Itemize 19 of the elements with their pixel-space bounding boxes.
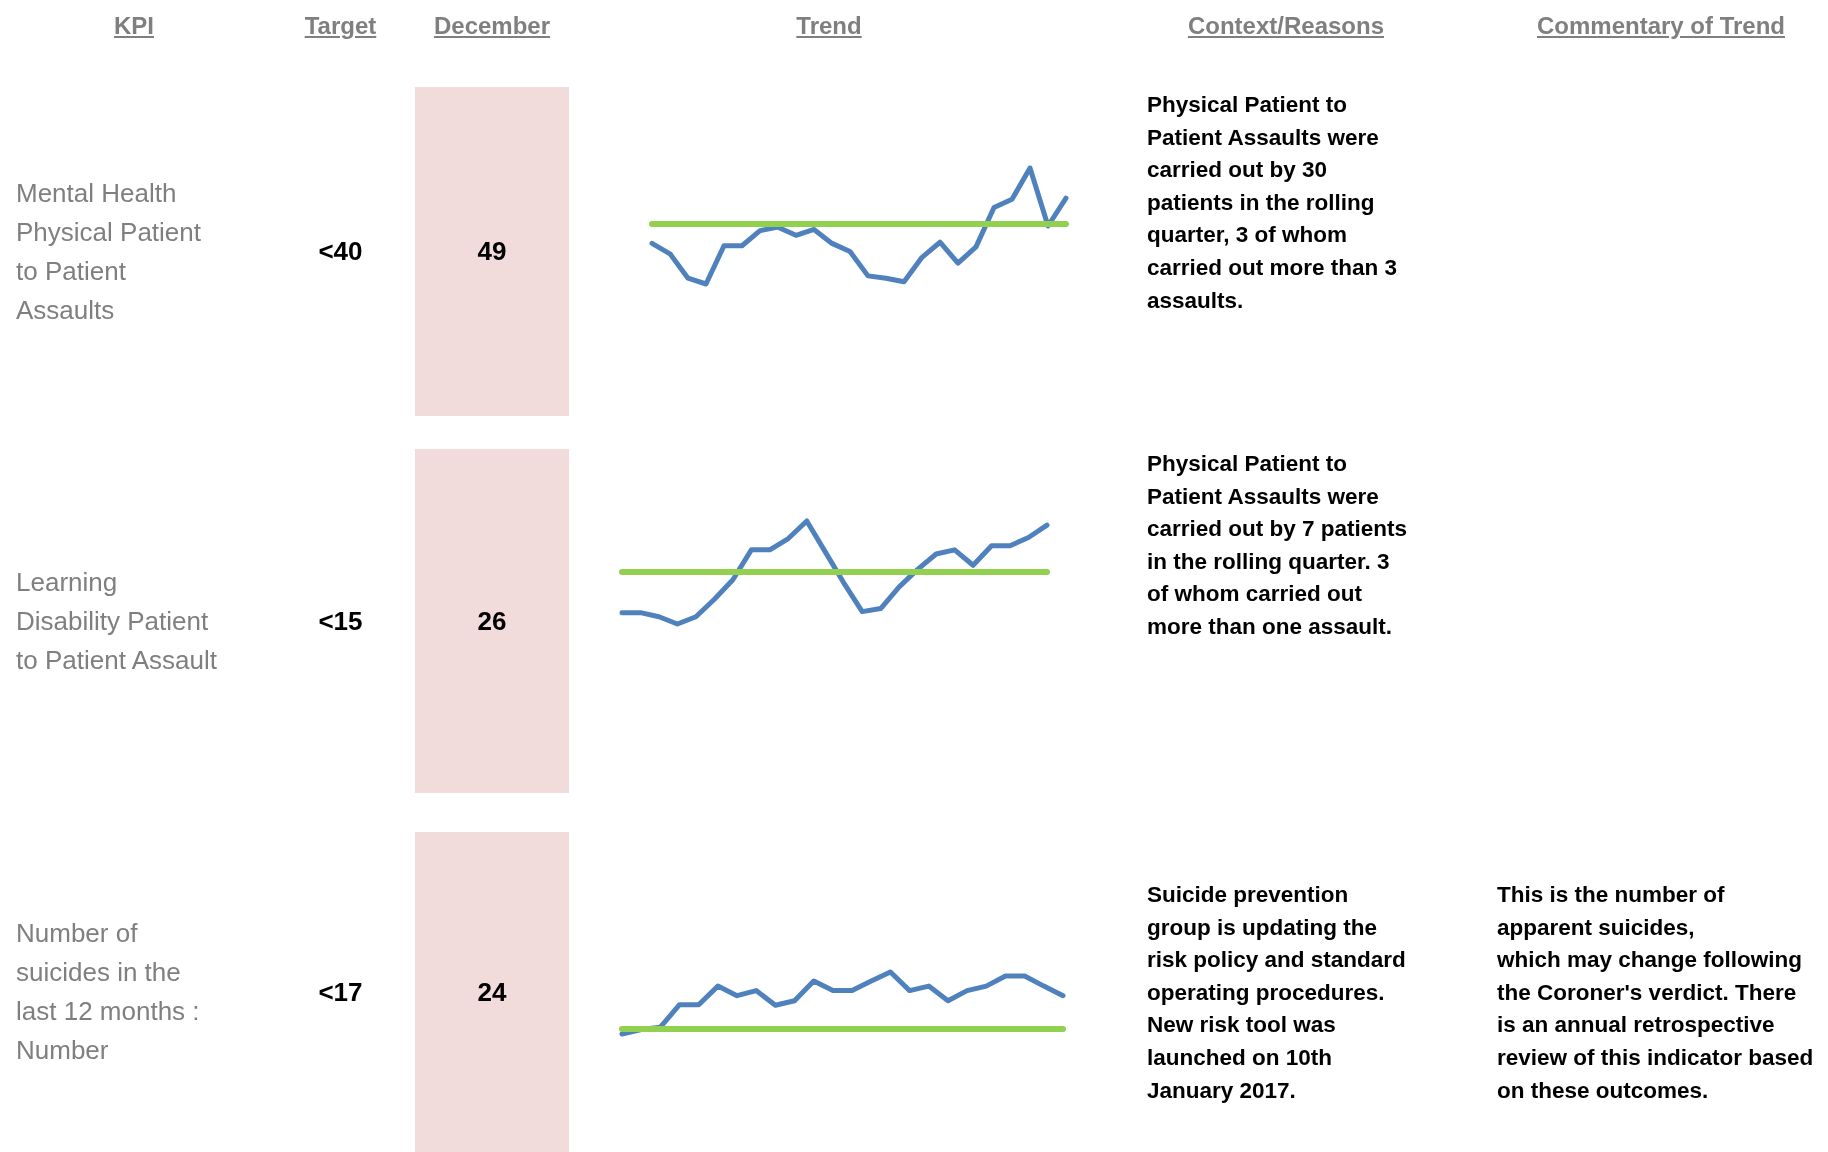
text: This is the number of apparent suicides, which may change following the Coroner's verdict. There is an annual retrospective review of this indicator based on these outcomes.: [1497, 881, 1815, 1105]
text: Mental Health Physical Patient to Patient Assaults: [16, 176, 201, 327]
text: Learning Disability Patient to Patient Assault: [16, 565, 217, 677]
text: Suicide prevention group is updating the risk policy and standard operating procedures. New risk tool was launched on 10th January 2017.: [1147, 881, 1407, 1105]
text: 26: [477, 605, 507, 637]
text: <40: [318, 236, 363, 267]
text: Physical Patient to Patient Assaults were carried out by 7 patients in the rolling quarter. 3 of whom carried out more than one assault.: [1147, 450, 1409, 641]
text: <17: [318, 976, 363, 1008]
chart-title: Trend: [795, 11, 863, 41]
text: Number of suicides in the last 12 months : Number: [16, 917, 200, 1067]
text: KPI: [113, 11, 155, 41]
text: 49: [477, 236, 507, 267]
text: Context/Reasons: [1186, 11, 1385, 41]
text: December: [432, 11, 552, 41]
text: <15: [318, 605, 363, 637]
text: Target: [303, 11, 378, 41]
text: Physical Patient to Patient Assaults were carried out by 30 patients in the rolling quarter, 3 of whom carried out more than 3 assaults.: [1147, 91, 1399, 315]
text: 24: [477, 976, 507, 1008]
text: Commentary of Trend: [1535, 11, 1786, 41]
